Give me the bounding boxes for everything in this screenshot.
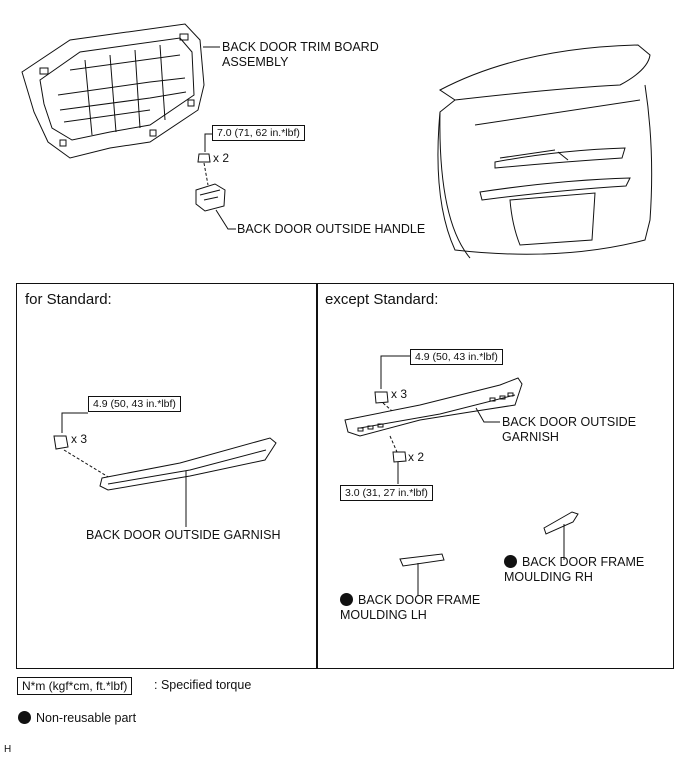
- moulding-lh-drawing: [399, 553, 445, 567]
- right-bottom-nut-drawing: [392, 451, 407, 463]
- except-standard-panel: [316, 283, 674, 669]
- left-garnish-drawing: [99, 437, 277, 491]
- right-garnish-drawing: [344, 377, 523, 437]
- except-bottom-nut-qty: x 2: [408, 450, 425, 464]
- except-top-nut-qty: x 3: [391, 387, 408, 401]
- outside-handle-label: BACK DOOR OUTSIDE HANDLE: [237, 222, 426, 236]
- moulding-lh-label: BACK DOOR FRAME MOULDING LH: [340, 593, 481, 622]
- except-garnish-label: BACK DOOR OUTSIDE GARNISH: [502, 415, 637, 444]
- standard-torque-spec: 4.9 (50, 43 in.*lbf): [88, 396, 181, 412]
- standard-panel: [16, 283, 318, 669]
- non-reusable-legend: Non-reusable part: [18, 711, 136, 726]
- except-standard-panel-title: except Standard:: [325, 291, 439, 308]
- standard-nut-qty: x 3: [71, 432, 88, 446]
- torque-legend-text: : Specified torque: [154, 678, 252, 692]
- handle-torque-spec: 7.0 (71, 62 in.*lbf): [212, 125, 305, 141]
- back-door-drawing: [437, 44, 653, 259]
- left-nut-drawing: [53, 435, 69, 450]
- non-reusable-dot-icon: [18, 711, 31, 724]
- standard-panel-title: for Standard:: [25, 291, 112, 308]
- moulding-rh-drawing: [543, 511, 579, 535]
- trim-board-label: BACK DOOR TRIM BOARD ASSEMBLY: [222, 40, 379, 69]
- handle-bolt-drawing: [197, 153, 211, 163]
- standard-garnish-label: BACK DOOR OUTSIDE GARNISH: [86, 528, 281, 542]
- figure-code: H: [4, 744, 12, 755]
- handle-bolt-qty: x 2: [213, 151, 230, 165]
- except-bottom-torque-spec: 3.0 (31, 27 in.*lbf): [340, 485, 433, 501]
- non-reusable-marker-icon: [504, 555, 517, 568]
- right-top-nut-drawing: [374, 391, 389, 404]
- except-top-torque-spec: 4.9 (50, 43 in.*lbf): [410, 349, 503, 365]
- moulding-rh-label: BACK DOOR FRAME MOULDING RH: [504, 555, 645, 584]
- outside-handle-drawing: [195, 183, 226, 212]
- trim-board-drawing: [21, 23, 205, 159]
- non-reusable-marker-icon: [340, 593, 353, 606]
- torque-legend-box: N*m (kgf*cm, ft.*lbf): [17, 677, 133, 695]
